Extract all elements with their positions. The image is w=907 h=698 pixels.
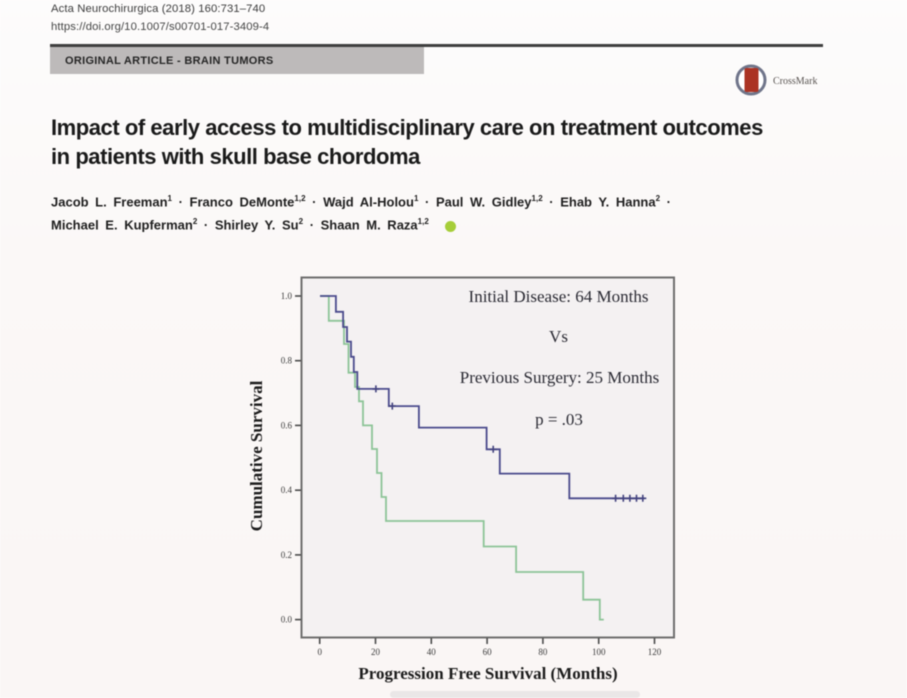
svg-text:Previous Surgery: 25 Months: Previous Surgery: 25 Months bbox=[460, 368, 659, 387]
svg-text:0.2: 0.2 bbox=[281, 550, 292, 560]
svg-text:120: 120 bbox=[648, 647, 662, 657]
svg-text:20: 20 bbox=[371, 647, 381, 657]
svg-text:1.0: 1.0 bbox=[281, 291, 293, 301]
svg-text:0.4: 0.4 bbox=[281, 485, 293, 495]
svg-text:0.6: 0.6 bbox=[281, 420, 293, 430]
svg-text:100: 100 bbox=[592, 647, 606, 657]
svg-text:Initial Disease: 64 Months: Initial Disease: 64 Months bbox=[469, 287, 649, 306]
svg-text:Vs: Vs bbox=[549, 327, 568, 346]
svg-text:0.0: 0.0 bbox=[281, 615, 293, 625]
svg-text:60: 60 bbox=[483, 647, 493, 657]
svg-text:Cumulative Survival: Cumulative Survival bbox=[247, 380, 266, 531]
svg-text:Progression Free Survival (Mon: Progression Free Survival (Months) bbox=[358, 664, 617, 683]
svg-text:40: 40 bbox=[427, 647, 437, 657]
svg-text:CrossMark: CrossMark bbox=[773, 76, 817, 87]
svg-text:p = .03: p = .03 bbox=[535, 410, 583, 429]
svg-text:80: 80 bbox=[538, 647, 548, 657]
svg-text:0: 0 bbox=[317, 647, 322, 657]
svg-text:0.8: 0.8 bbox=[281, 356, 293, 366]
